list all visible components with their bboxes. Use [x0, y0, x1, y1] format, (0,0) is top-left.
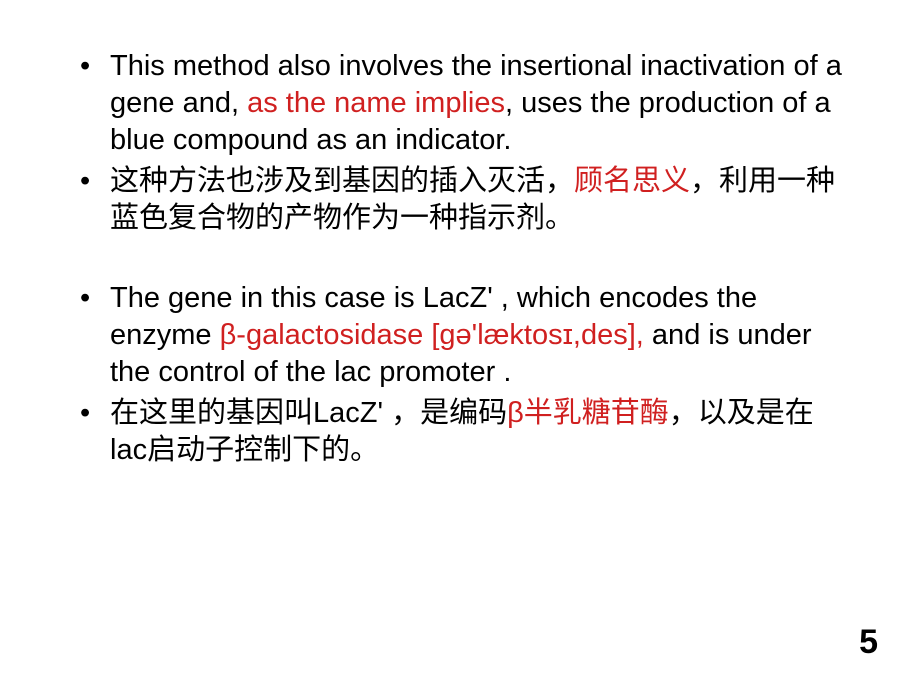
bullet-item-2: 这种方法也涉及到基因的插入灭活，顾名思义，利用一种蓝色复合物的产物作为一种指示剂…: [70, 163, 850, 237]
text-segment-highlight: β半乳糖苷酶: [507, 397, 669, 429]
bullet-list: This method also involves the insertiona…: [70, 48, 850, 469]
bullet-item-4: 在这里的基因叫LacZ' ，是编码β半乳糖苷酶，以及是在lac启动子控制下的。: [70, 395, 850, 469]
bullet-item-3: The gene in this case is LacZ' , which e…: [70, 280, 850, 391]
bullet-item-1: This method also involves the insertiona…: [70, 48, 850, 159]
slide: This method also involves the insertiona…: [0, 0, 920, 690]
text-segment-highlight: 顾名思义: [574, 165, 690, 197]
text-segment: 这种方法也涉及到基因的插入灭活，: [110, 165, 574, 197]
text-segment: 在这里的基因叫LacZ' ，是编码: [110, 397, 507, 429]
text-segment-highlight: β-galactosidase [gə'læktosɪ,des],: [220, 319, 644, 351]
text-segment-highlight: as the name implies: [247, 87, 505, 119]
spacer: [70, 242, 850, 280]
page-number: 5: [859, 623, 878, 662]
